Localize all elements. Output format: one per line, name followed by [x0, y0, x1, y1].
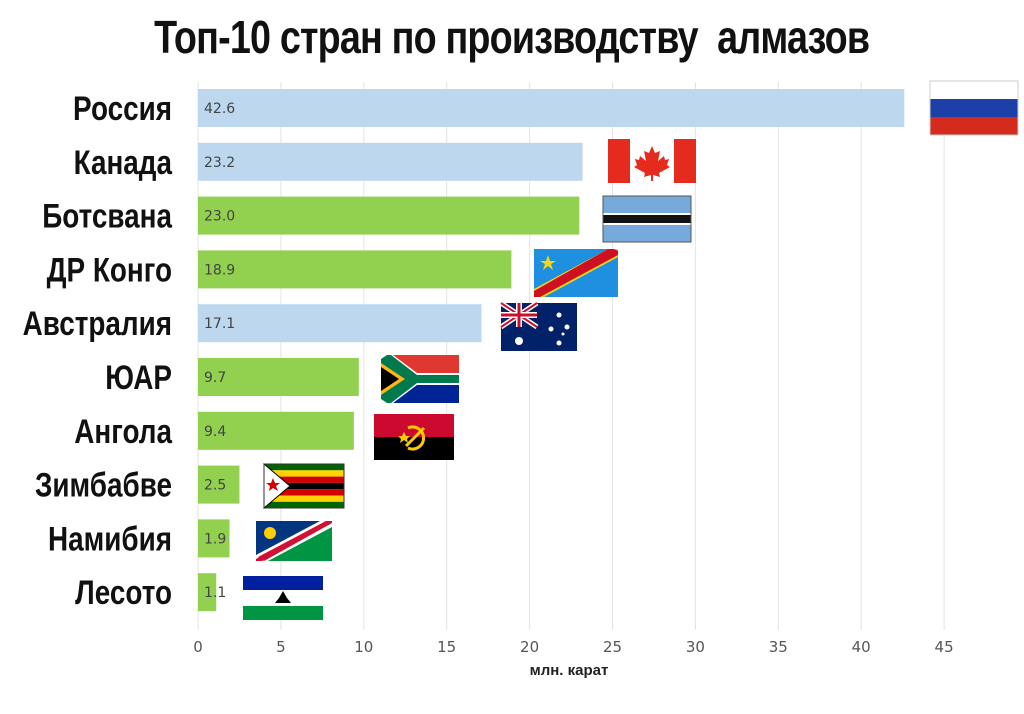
category-label: Австралия [23, 305, 172, 343]
x-axis-title: млн. карат [530, 662, 609, 679]
category-label: Россия [73, 89, 172, 127]
category-label: ЮАР [105, 358, 172, 396]
value-label: 18.9 [204, 262, 235, 278]
angola-flag-icon [374, 414, 454, 460]
bar-9 [198, 519, 230, 558]
value-label: 23.0 [204, 209, 235, 225]
lesotho-flag-icon [243, 576, 323, 620]
category-label: Зимбабве [35, 466, 172, 504]
south-africa-flag-icon [381, 355, 459, 403]
x-tick-label: 10 [354, 638, 373, 656]
x-tick-label: 40 [852, 638, 871, 656]
value-label: 1.9 [204, 531, 226, 547]
x-tick-label: 0 [193, 638, 203, 656]
value-label: 17.1 [204, 316, 235, 332]
category-label: Канада [74, 143, 173, 181]
x-tick-label: 25 [603, 638, 622, 656]
category-label: Лесото [75, 574, 172, 612]
value-label: 9.7 [204, 370, 226, 386]
zimbabwe-flag-icon [263, 462, 345, 510]
bar-2 [198, 142, 583, 181]
russia-flag-icon [929, 80, 1019, 136]
value-label: 23.2 [204, 155, 235, 171]
bar-5 [198, 304, 482, 343]
bar-10 [198, 573, 217, 612]
value-label: 9.4 [204, 424, 226, 440]
x-tick-label: 15 [437, 638, 456, 656]
botswana-flag-icon [602, 195, 692, 243]
bar-4 [198, 250, 512, 289]
value-label: 1.1 [204, 585, 226, 601]
value-label: 42.6 [204, 101, 235, 117]
bar-6 [198, 358, 359, 396]
x-tick-label: 45 [935, 638, 954, 656]
australia-flag-icon [499, 300, 577, 351]
x-tick-label: 5 [276, 638, 286, 656]
category-label: Намибия [48, 520, 172, 558]
bar-7 [198, 411, 354, 450]
bar-3 [198, 196, 580, 235]
bar-8 [198, 465, 240, 504]
x-tick-label: 30 [686, 638, 705, 656]
namibia-flag-icon [256, 521, 332, 561]
x-tick-label: 35 [769, 638, 788, 656]
category-label: Ботсвана [42, 197, 172, 235]
category-label: Ангола [74, 412, 172, 450]
category-label: ДР Конго [47, 251, 172, 289]
bar-1 [198, 89, 905, 127]
value-label: 2.5 [204, 478, 226, 494]
canada-flag-icon [608, 139, 696, 183]
drc-flag-icon [534, 249, 618, 297]
x-tick-label: 20 [520, 638, 539, 656]
chart-title: Топ-10 стран по производству алмазов [154, 11, 870, 63]
